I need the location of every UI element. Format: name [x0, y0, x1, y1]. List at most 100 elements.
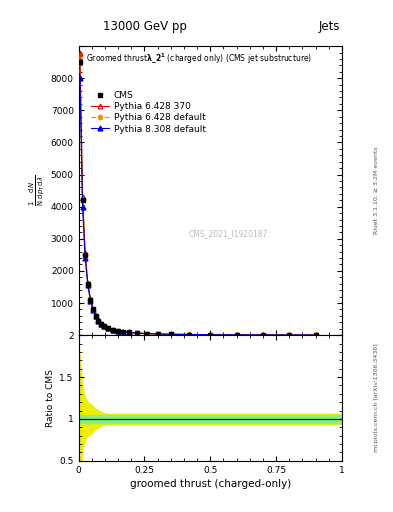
Pythia 6.428 370 [96, 317, 101, 324]
CMS [187, 331, 191, 337]
Pythia 8.308 default [80, 204, 85, 210]
Pythia 8.308 default [110, 327, 115, 333]
Pythia 6.428 370 [99, 321, 103, 327]
Pythia 6.428 default [101, 323, 106, 329]
Text: 13000 GeV pp: 13000 GeV pp [103, 20, 187, 33]
Pythia 6.428 default [83, 251, 88, 257]
CMS [155, 331, 160, 337]
Pythia 8.308 default [126, 329, 131, 335]
CMS [116, 328, 120, 334]
Y-axis label: Ratio to CMS: Ratio to CMS [46, 369, 55, 427]
Pythia 8.308 default [287, 332, 292, 338]
CMS [287, 332, 292, 338]
CMS [134, 330, 139, 336]
Pythia 6.428 370 [126, 329, 131, 335]
Pythia 6.428 370 [77, 50, 82, 56]
Pythia 6.428 default [121, 329, 126, 335]
Pythia 6.428 default [110, 327, 115, 333]
Pythia 6.428 370 [134, 330, 139, 336]
CMS [88, 297, 93, 303]
CMS [101, 323, 106, 329]
Pythia 6.428 default [96, 317, 101, 324]
CMS [126, 329, 131, 335]
CMS [208, 332, 213, 338]
CMS [110, 327, 115, 333]
Pythia 6.428 default [155, 331, 160, 337]
CMS [96, 317, 101, 324]
CMS [80, 197, 85, 203]
Legend: CMS, Pythia 6.428 370, Pythia 6.428 default, Pythia 8.308 default: CMS, Pythia 6.428 370, Pythia 6.428 defa… [88, 88, 208, 136]
CMS [121, 329, 126, 335]
Pythia 6.428 370 [105, 325, 110, 331]
Pythia 8.308 default [116, 328, 120, 334]
Pythia 6.428 370 [94, 312, 98, 318]
Text: Rivet 3.1.10, ≥ 3.2M events: Rivet 3.1.10, ≥ 3.2M events [374, 147, 378, 234]
Pythia 8.308 default [261, 332, 265, 338]
Pythia 8.308 default [105, 325, 110, 331]
Pythia 6.428 370 [313, 332, 318, 338]
Pythia 8.308 default [85, 282, 90, 288]
CMS [94, 313, 98, 319]
Pythia 6.428 default [99, 321, 103, 327]
CMS [77, 59, 82, 65]
Line: Pythia 8.308 default: Pythia 8.308 default [77, 76, 318, 337]
Pythia 8.308 default [77, 75, 82, 81]
Pythia 6.428 default [134, 330, 139, 336]
CMS [85, 281, 90, 287]
CMS [83, 252, 88, 258]
Pythia 6.428 370 [116, 328, 120, 334]
Pythia 8.308 default [234, 332, 239, 338]
Pythia 8.308 default [187, 331, 191, 337]
Pythia 6.428 default [94, 313, 98, 319]
Pythia 6.428 default [105, 325, 110, 331]
CMS [99, 321, 103, 327]
CMS [145, 331, 149, 337]
Pythia 6.428 default [116, 328, 120, 334]
Pythia 8.308 default [101, 323, 106, 329]
Pythia 6.428 370 [234, 332, 239, 338]
Pythia 6.428 370 [155, 331, 160, 337]
Pythia 6.428 default [80, 196, 85, 202]
Text: CMS_2021_I1920187: CMS_2021_I1920187 [189, 229, 268, 239]
Pythia 6.428 370 [208, 332, 213, 338]
Pythia 6.428 370 [85, 280, 90, 286]
Pythia 6.428 default [234, 332, 239, 338]
Pythia 8.308 default [121, 329, 126, 335]
Line: Pythia 6.428 370: Pythia 6.428 370 [77, 50, 318, 337]
Pythia 8.308 default [145, 331, 149, 337]
Pythia 8.308 default [91, 307, 95, 313]
Pythia 6.428 default [287, 332, 292, 338]
Pythia 6.428 370 [88, 296, 93, 302]
Text: Jets: Jets [318, 20, 340, 33]
CMS [234, 332, 239, 338]
Pythia 6.428 370 [80, 194, 85, 200]
Pythia 6.428 370 [261, 332, 265, 338]
Pythia 6.428 370 [168, 331, 173, 337]
Pythia 6.428 default [88, 296, 93, 303]
Line: Pythia 6.428 default: Pythia 6.428 default [78, 54, 318, 337]
Pythia 8.308 default [83, 255, 88, 261]
Text: Groomed thrust$\mathbf{\lambda}$_$\mathbf{2}^{\mathbf{1}}$ (charged only) (CMS j: Groomed thrust$\mathbf{\lambda}$_$\mathb… [86, 52, 313, 66]
Pythia 6.428 370 [121, 329, 126, 335]
Pythia 6.428 default [261, 332, 265, 338]
Pythia 6.428 default [126, 329, 131, 335]
Pythia 6.428 default [77, 53, 82, 59]
Line: CMS: CMS [77, 60, 318, 337]
Pythia 6.428 default [208, 332, 213, 338]
X-axis label: groomed thrust (charged-only): groomed thrust (charged-only) [130, 479, 291, 489]
Pythia 6.428 default [145, 331, 149, 337]
Pythia 6.428 default [91, 306, 95, 312]
Pythia 6.428 370 [101, 323, 106, 329]
CMS [105, 325, 110, 331]
Text: mcplots.cern.ch [arXiv:1306.3436]: mcplots.cern.ch [arXiv:1306.3436] [374, 344, 378, 452]
Pythia 8.308 default [168, 331, 173, 337]
CMS [261, 332, 265, 338]
CMS [313, 332, 318, 338]
Pythia 6.428 default [168, 331, 173, 337]
Pythia 6.428 370 [187, 331, 191, 337]
Pythia 8.308 default [313, 332, 318, 338]
Y-axis label: $\frac{1}{\mathrm{N}}\,\frac{\mathrm{d}N}{\mathrm{d}p_T\,\mathrm{d}\lambda}$: $\frac{1}{\mathrm{N}}\,\frac{\mathrm{d}N… [27, 175, 47, 206]
Pythia 8.308 default [96, 318, 101, 324]
CMS [168, 331, 173, 337]
Pythia 8.308 default [155, 331, 160, 337]
